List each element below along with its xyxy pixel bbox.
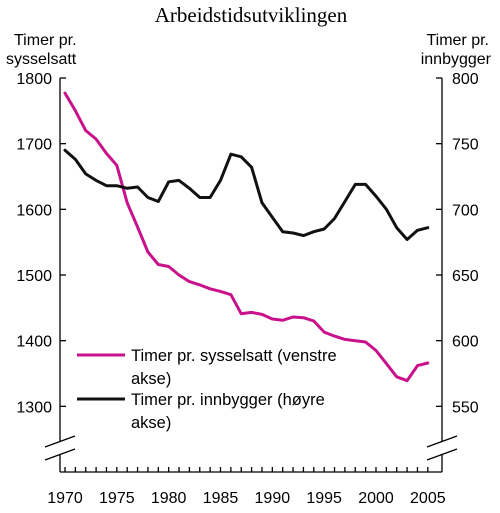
series-line-timer-pr-sysselsatt — [63, 91, 430, 383]
left-y-tick-label: 1600 — [16, 202, 52, 219]
x-tick-label: 1995 — [306, 490, 342, 507]
right-axis-label-line-2: innbygger — [421, 51, 492, 68]
axis-break-gap — [46, 441, 74, 455]
left-y-tick-label: 1700 — [16, 137, 52, 154]
left-y-tick-label: 1800 — [16, 71, 52, 88]
chart-title: Arbeidstidsutviklingen — [155, 3, 348, 27]
axis-break-stroke — [44, 448, 76, 461]
axis-break-gap — [428, 441, 456, 455]
axis-break-stroke — [426, 435, 458, 448]
x-tick-label: 2005 — [410, 490, 446, 507]
right-axis-break-mark — [426, 435, 458, 461]
right-y-tick-label: 800 — [452, 71, 479, 88]
x-tick-label: 1990 — [255, 490, 291, 507]
legend-label: akse) — [131, 414, 171, 432]
right-y-tick-label: 700 — [452, 202, 479, 219]
x-tick-label: 1970 — [47, 490, 83, 507]
right-y-tick-label: 750 — [452, 137, 479, 154]
left-y-tick-label: 1300 — [16, 399, 52, 416]
left-axis-label-line-2: sysselsatt — [6, 51, 77, 68]
axes — [44, 77, 458, 473]
right-y-tick-label: 550 — [452, 399, 479, 416]
legend-label: Timer pr. sysselsatt (venstre — [131, 347, 337, 365]
left-axis-label-line-1: Timer pr. — [14, 32, 77, 49]
x-tick-label: 2000 — [358, 490, 394, 507]
x-tick-label: 1985 — [203, 490, 239, 507]
series-lines — [63, 91, 430, 383]
right-axis-label-line-1: Timer pr. — [426, 32, 489, 49]
legend-label: akse) — [131, 370, 171, 388]
left-axis-break-mark — [44, 435, 76, 461]
tick-labels: 1300 1400 1500 1600 1700 1800 550 600 650 700 750 8… — [16, 71, 478, 507]
axis-break-stroke — [44, 435, 76, 448]
series-line-timer-pr-innbygger — [63, 148, 430, 241]
legend-label: Timer pr. innbygger (høyre — [131, 391, 325, 409]
x-tick-label: 1980 — [151, 490, 187, 507]
right-y-tick-label: 600 — [452, 334, 479, 351]
left-y-tick-label: 1400 — [16, 334, 52, 351]
left-y-tick-label: 1500 — [16, 268, 52, 285]
legend: Timer pr. sysselsatt (venstre akse) Timer … — [77, 347, 337, 432]
x-tick-label: 1975 — [99, 490, 135, 507]
right-y-tick-label: 650 — [452, 268, 479, 285]
axis-break-stroke — [426, 448, 458, 461]
